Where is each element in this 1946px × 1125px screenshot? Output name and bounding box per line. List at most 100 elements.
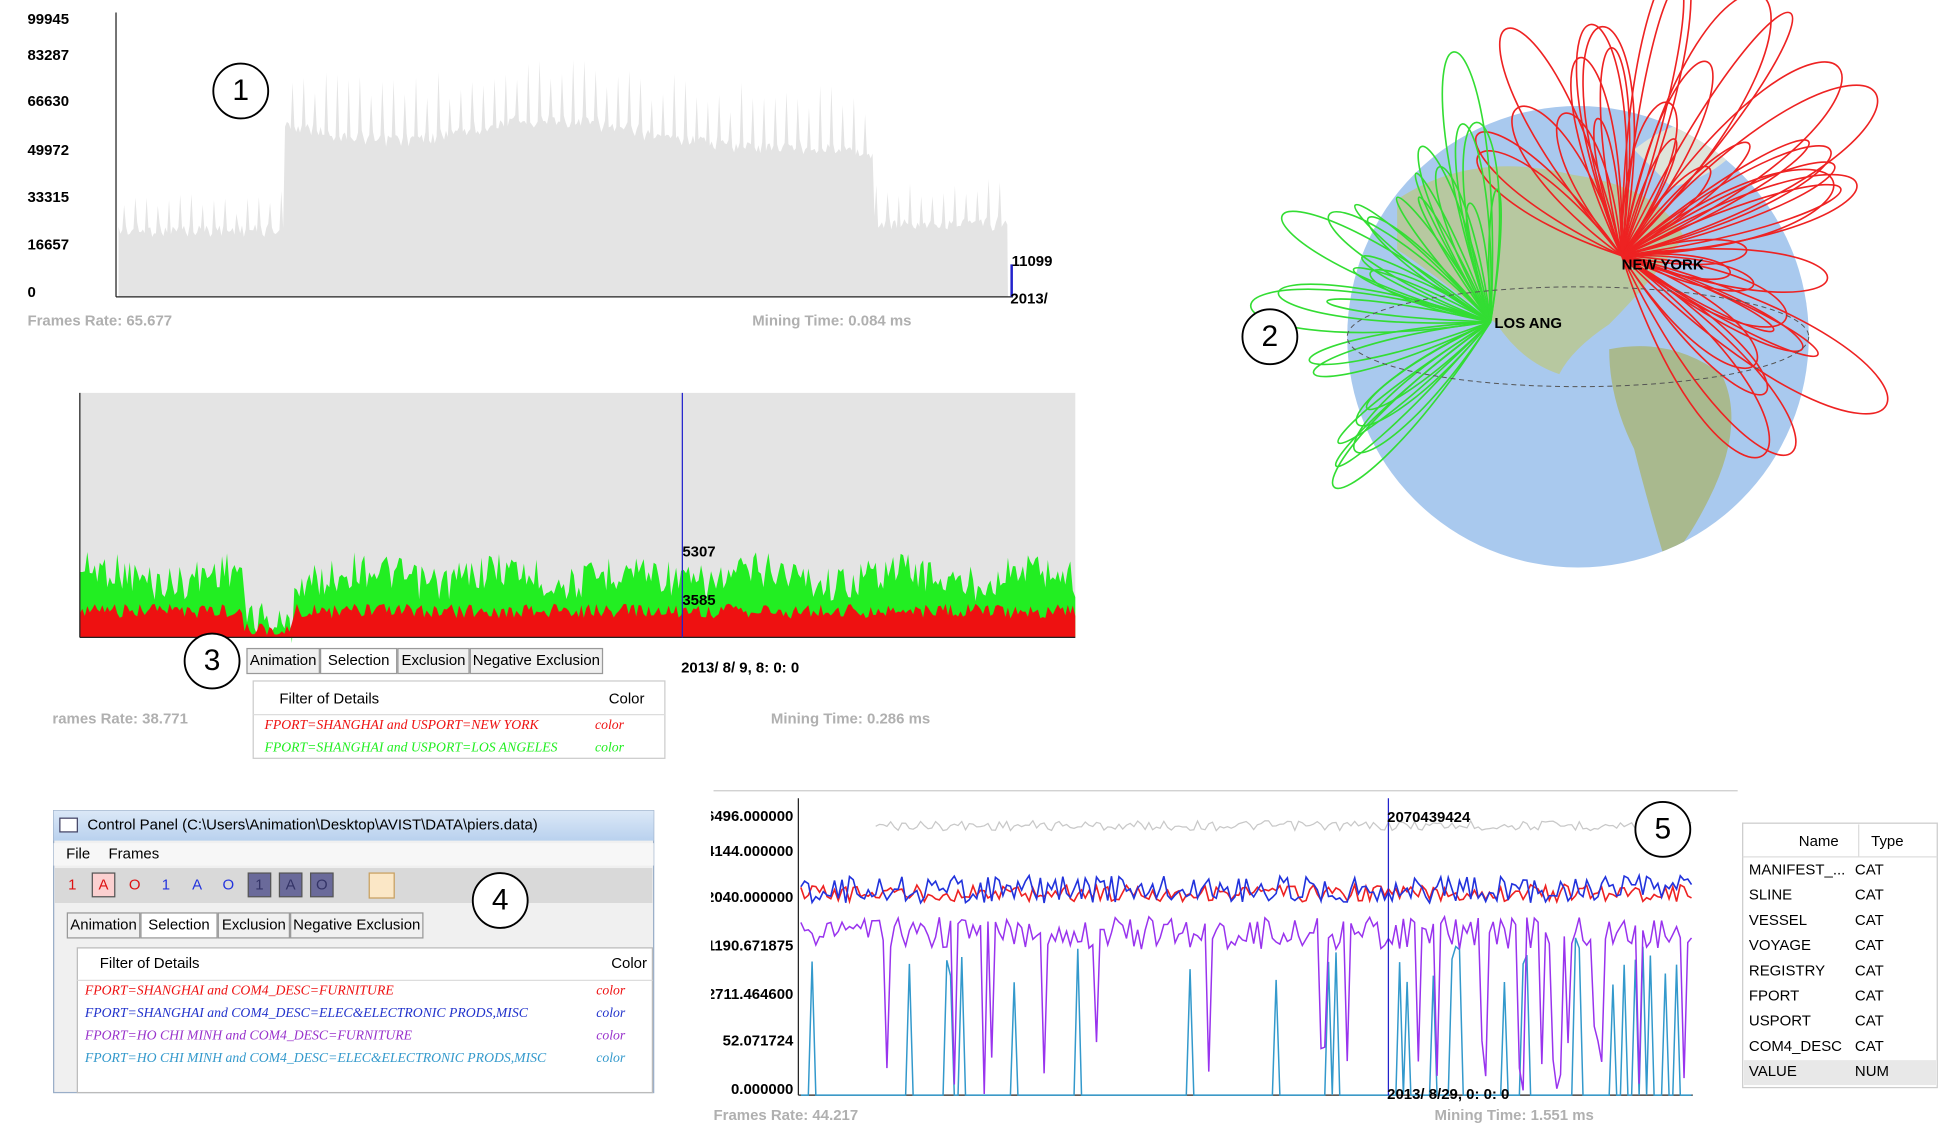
cursor-value: 11099 (1012, 253, 1053, 270)
toolbar-button-frame[interactable] (247, 872, 272, 898)
cursor-date: 2013/ 8/ 9, 8: 0: 0 (681, 659, 799, 676)
panel-3: Animation Selection Exclusion Negative Excl… (79, 392, 1076, 759)
cursor-value: 5307 (682, 543, 715, 560)
red-loop (1570, 56, 1623, 257)
green-loop (1354, 203, 1492, 323)
tab-label[interactable]: Animation (250, 652, 317, 669)
filter-color: color (596, 1028, 626, 1043)
filter-color: color (595, 739, 625, 754)
filter-text: FPORT=SHANGHAI and COM4_DESC=ELEC&ELECTR… (84, 1005, 529, 1020)
series-line (875, 819, 1692, 832)
tab[interactable] (140, 912, 218, 939)
red-loop (1621, 161, 1836, 257)
filter-text: FPORT=HO CHI MINH and COM4_DESC=ELEC&ELE… (84, 1050, 547, 1065)
green-loop (1331, 321, 1492, 490)
table-cell: CAT (1855, 1013, 1884, 1030)
filter-header: Filter of Details (100, 955, 200, 972)
filter-color: color (596, 1005, 626, 1020)
red-loop (1555, 112, 1623, 257)
tab[interactable] (319, 647, 398, 675)
tab-label[interactable]: Exclusion (401, 652, 465, 669)
red-loop (1621, 238, 1748, 266)
green-loop (1462, 121, 1501, 323)
toolbar-button[interactable]: 1 (68, 876, 76, 893)
table-cell: CAT (1855, 912, 1884, 929)
red-loop (1621, 254, 1889, 415)
tab[interactable] (469, 647, 604, 675)
filter-panel (252, 680, 666, 759)
cursor-date: 2013/ (1010, 290, 1048, 307)
table-cell: REGISTRY (1749, 962, 1825, 979)
cursor-value: 2070439424 (1387, 809, 1471, 826)
table-cell: CAT (1855, 937, 1884, 954)
toolbar-button[interactable]: O (129, 876, 141, 893)
toolbar-button-frame[interactable] (278, 872, 303, 898)
tab-label[interactable]: Negative Exclusion (473, 652, 600, 669)
filter-header: Color (611, 955, 647, 972)
panel-marker: 1 (232, 74, 249, 107)
toolbar-button-frame[interactable] (91, 872, 116, 898)
red-loop (1593, 117, 1623, 256)
y-tick-label: 382834144.000000 (664, 843, 793, 860)
tab[interactable] (246, 647, 320, 675)
table-cell: FPORT (1749, 987, 1799, 1004)
red-loop (1582, 25, 1636, 256)
table-cell: SLINE (1749, 887, 1792, 904)
y-tick-label: 52.071724 (723, 1032, 794, 1049)
red-loop (1620, 0, 1692, 256)
table-header: Type (1871, 833, 1903, 850)
menu-item[interactable]: Frames (109, 845, 160, 862)
toolbar-button[interactable]: 1 (255, 876, 263, 893)
tab-label[interactable]: Selection (148, 916, 210, 933)
y-tick-label: 33315 (27, 189, 69, 206)
filter-color: color (596, 1050, 626, 1065)
frames-rate: Frames Rate: 65.677 (27, 313, 172, 330)
series-line (800, 937, 1692, 1096)
y-tick-label: 0.000000 (731, 1081, 793, 1098)
toolbar-button[interactable]: A (192, 876, 202, 893)
filter-text: FPORT=HO CHI MINH and COM4_DESC=FURNITUR… (84, 1028, 413, 1043)
table-cell: VALUE (1749, 1063, 1797, 1080)
toolbar-button[interactable]: O (222, 876, 234, 893)
table-cell: USPORT (1749, 1013, 1811, 1030)
red-loop (1620, 0, 1772, 257)
tab-label[interactable]: Negative Exclusion (293, 916, 420, 933)
palette-button[interactable] (368, 872, 395, 899)
red-loop (1621, 254, 1755, 292)
panel-2 (1250, 0, 1889, 568)
toolbar-button[interactable]: A (286, 876, 296, 893)
table-cell: CAT (1855, 962, 1884, 979)
toolbar-button[interactable]: O (316, 876, 328, 893)
red-loop (1620, 0, 1685, 256)
toolbar-button[interactable]: 1 (162, 876, 170, 893)
menu-item[interactable]: File (66, 845, 90, 862)
toolbar-button-frame[interactable] (309, 872, 334, 898)
window-icon (59, 817, 78, 833)
filter-text: FPORT=SHANGHAI and USPORT=NEW YORK (263, 717, 539, 732)
red-area (79, 603, 1076, 638)
red-loop (1620, 254, 1769, 396)
tab-label[interactable]: Animation (70, 916, 137, 933)
tab-label[interactable]: Selection (328, 652, 390, 669)
graticule (1346, 286, 1810, 388)
frames-rate: rames Rate: 38.771 (52, 711, 188, 728)
table-cell: VOYAGE (1749, 937, 1811, 954)
tab[interactable] (397, 647, 470, 675)
panel-marker: 5 (1655, 813, 1672, 846)
green-loop (1454, 123, 1492, 323)
y-tick-label: 66630 (27, 93, 69, 110)
tab[interactable] (217, 912, 291, 939)
green-loop (1488, 188, 1502, 322)
tab[interactable] (66, 912, 141, 939)
filter-color: color (595, 717, 625, 732)
red-loop (1475, 131, 1623, 257)
table-cell: COM4_DESC (1749, 1038, 1842, 1055)
filter-header: Color (609, 691, 645, 708)
tab[interactable] (290, 912, 424, 939)
toolbar-button[interactable]: A (99, 876, 109, 893)
table-cell: CAT (1855, 1038, 1884, 1055)
mining-time: Mining Time: 0.286 ms (771, 711, 930, 728)
toolbar (54, 868, 653, 903)
tab-label[interactable]: Exclusion (222, 916, 286, 933)
